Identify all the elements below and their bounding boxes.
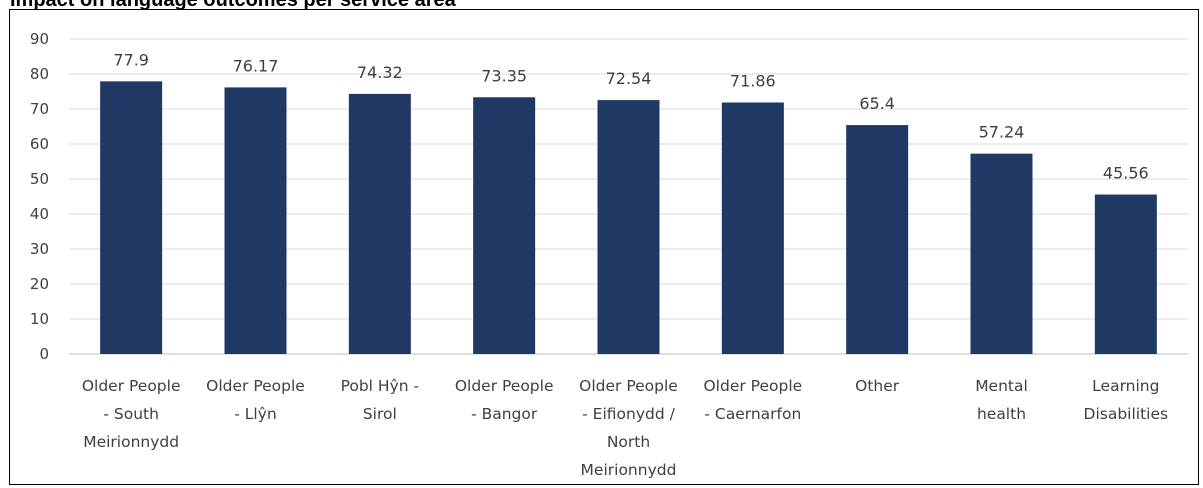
x-category-label: Pobl Hŷn -Sirol bbox=[341, 377, 420, 423]
y-tick-label: 90 bbox=[30, 30, 49, 48]
y-tick-label: 10 bbox=[30, 310, 49, 328]
bar bbox=[224, 87, 287, 354]
bar bbox=[846, 125, 909, 354]
x-category-label: Older People - South Meirionnydd bbox=[82, 377, 181, 451]
data-label: 71.86 bbox=[730, 71, 776, 90]
y-tick-label: 0 bbox=[39, 345, 49, 363]
y-tick-label: 80 bbox=[30, 65, 49, 83]
data-label: 73.35 bbox=[481, 66, 527, 85]
bar bbox=[597, 100, 660, 354]
data-label: 74.32 bbox=[357, 63, 403, 82]
y-tick-label: 20 bbox=[30, 275, 49, 293]
data-label: 57.24 bbox=[979, 123, 1025, 142]
data-label: 76.17 bbox=[233, 56, 279, 75]
data-label: 65.4 bbox=[859, 94, 895, 113]
x-category-label: Older People - Llŷn bbox=[206, 377, 305, 423]
x-category-label: Older People - Eifionydd / North Meirionnyd… bbox=[579, 377, 678, 479]
data-label: 77.9 bbox=[113, 50, 149, 69]
y-tick-label: 60 bbox=[30, 135, 49, 153]
y-tick-label: 40 bbox=[30, 205, 49, 223]
bar bbox=[721, 102, 784, 355]
x-category-label: Older People - Caernarfon bbox=[703, 377, 802, 423]
y-tick-label: 70 bbox=[30, 100, 49, 118]
x-category-label: Other bbox=[855, 377, 900, 395]
bar bbox=[100, 81, 163, 354]
chart-title: Impact on language outcomes per service … bbox=[10, 0, 456, 11]
y-tick-label: 30 bbox=[30, 240, 49, 258]
bar bbox=[473, 97, 536, 355]
x-axis: Older People - South Meirionnydd Older Peop… bbox=[82, 377, 1168, 479]
x-category-label: Mental health bbox=[975, 377, 1028, 423]
x-category-label: Older People - Bangor bbox=[455, 377, 554, 423]
y-tick-label: 50 bbox=[30, 170, 49, 188]
y-axis: 0 10 20 30 40 50 60 70 80 90 bbox=[30, 30, 49, 363]
x-category-label: Learning Disabilities bbox=[1084, 377, 1169, 423]
chart-frame: 0 10 20 30 40 50 60 70 80 90 77.9 76.17 74.32 73.35 7… bbox=[9, 9, 1199, 485]
bar bbox=[970, 153, 1033, 354]
bar bbox=[348, 93, 411, 354]
data-label: 45.56 bbox=[1103, 164, 1149, 183]
data-label: 72.54 bbox=[606, 69, 652, 88]
bar bbox=[1094, 194, 1157, 354]
data-labels: 77.9 76.17 74.32 73.35 72.54 71.86 65.4 57.24 45… bbox=[113, 50, 1148, 182]
bars bbox=[100, 81, 1157, 355]
